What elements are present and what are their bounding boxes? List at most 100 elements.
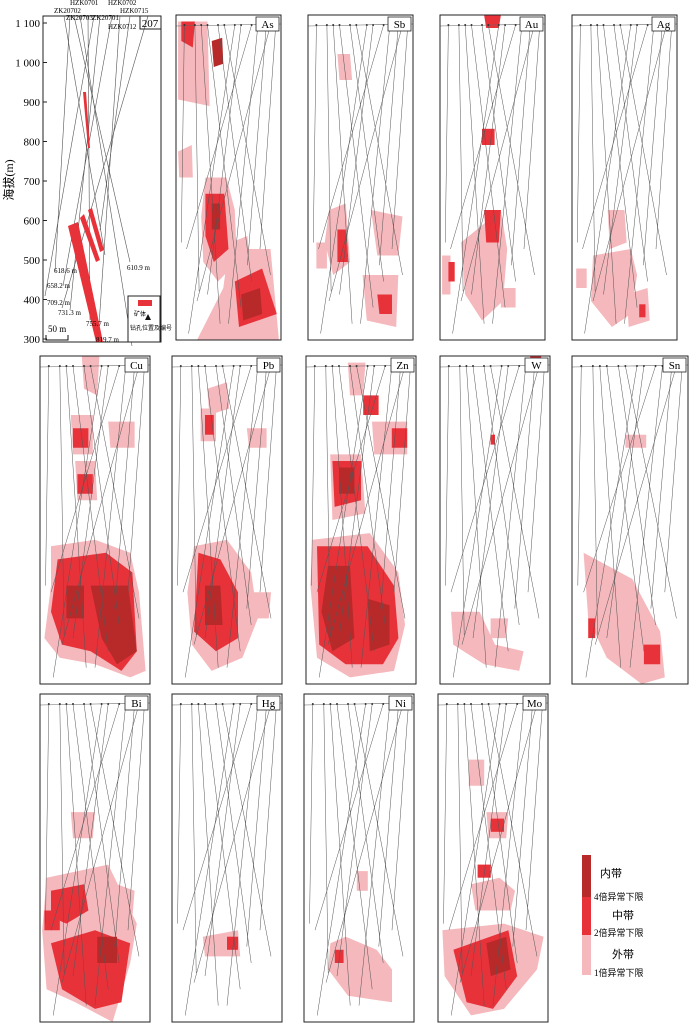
drill-hole-trace <box>464 24 485 324</box>
collar-point <box>372 24 375 26</box>
middle-zone <box>484 15 501 28</box>
collar-point <box>100 365 103 367</box>
middle-zone <box>227 936 238 950</box>
collar-point <box>382 703 385 705</box>
drill-hole-trace <box>226 365 259 668</box>
drill-hole-trace <box>490 365 540 619</box>
drill-hole-trace <box>50 365 120 593</box>
scale-bar: 50 m <box>45 324 69 341</box>
drill-hole-trace <box>643 24 663 266</box>
outer-zone <box>576 268 587 288</box>
drill-hole-trace <box>452 24 500 334</box>
drill-hole-trace <box>327 365 406 645</box>
panel-frame <box>39 693 151 1023</box>
collar-point <box>349 365 351 367</box>
collar-point <box>190 365 193 367</box>
collar-point <box>514 24 517 26</box>
element-label-box <box>388 695 413 711</box>
element-panel-zn: Zn <box>305 355 417 685</box>
drill-hole-trace <box>54 15 71 273</box>
drill-hole-trace <box>188 24 236 334</box>
collar-point <box>233 24 236 26</box>
drill-hole-trace <box>450 703 500 1016</box>
collar-point <box>315 24 318 26</box>
element-label-box <box>519 16 544 32</box>
drill-hole-trace <box>592 24 667 302</box>
hole-depth-label: 755.7 m <box>86 320 110 328</box>
drill-hole-trace <box>184 703 234 1016</box>
middle-zone <box>588 618 596 639</box>
drill-hole-trace <box>596 24 617 324</box>
collar-point <box>500 365 503 367</box>
drill-hole-trace <box>97 15 121 341</box>
outer-zone <box>249 592 271 619</box>
drill-hole-trace <box>181 24 185 243</box>
collar-point <box>107 703 110 705</box>
collar-point <box>605 365 608 367</box>
element-panel-bi: Bi <box>39 693 151 1023</box>
drill-hole-trace <box>191 365 197 635</box>
element-label-box <box>124 695 149 711</box>
collar-point <box>458 365 461 367</box>
y-tick-label: 1 100 <box>15 18 40 30</box>
drill-hole-trace <box>393 365 411 593</box>
drill-hole-trace <box>525 703 543 931</box>
collar-point <box>483 365 485 367</box>
collar-point <box>580 365 583 367</box>
element-panel-pb: Pb <box>171 355 283 685</box>
middle-zone <box>44 910 60 931</box>
collar-point <box>58 703 61 705</box>
drill-hole-trace <box>45 365 50 586</box>
y-tick-label: 1 000 <box>15 58 40 70</box>
collar-point <box>83 703 85 705</box>
drill-hole-trace <box>613 24 648 282</box>
element-panel-hg: Hg <box>171 693 283 1023</box>
drill-hole-trace <box>45 703 50 924</box>
drill-hole-trace <box>629 365 663 668</box>
drill-hole-trace <box>527 365 545 593</box>
drill-hole-trace <box>259 365 277 593</box>
drill-hole-trace <box>83 365 120 625</box>
element-label-box <box>524 357 549 373</box>
collar-point <box>118 703 121 705</box>
outer-zone <box>626 288 650 327</box>
drill-hole-trace <box>339 24 374 308</box>
element-label: W <box>531 360 542 372</box>
drill-hole-trace <box>79 15 133 347</box>
outer-zone <box>81 356 100 396</box>
panel-frame <box>303 693 415 1023</box>
collar-point <box>598 365 601 367</box>
drill-hole-trace <box>583 365 656 593</box>
drill-hole-id: HZK0701 <box>70 0 99 7</box>
panel-frame <box>305 355 417 685</box>
middle-zone <box>448 262 455 282</box>
collar-point <box>47 365 50 367</box>
drill-hole-trace <box>66 365 87 668</box>
collar-point <box>100 703 103 705</box>
collar-point <box>382 24 385 26</box>
panel-frame <box>439 14 546 341</box>
drill-hole-trace <box>99 15 131 231</box>
collar-point <box>487 24 490 26</box>
drill-hole-trace <box>314 703 384 931</box>
collar-point <box>481 24 483 26</box>
drill-hole-trace <box>246 703 267 947</box>
drill-hole-trace <box>72 703 109 977</box>
drill-hole-trace <box>459 703 538 983</box>
middle-zone <box>337 229 348 262</box>
collar-point <box>355 24 358 26</box>
drill-hole-trace <box>356 24 403 276</box>
drill-hole-trace <box>471 24 506 295</box>
outer-zone <box>451 611 524 671</box>
drill-hole-trace <box>309 703 314 924</box>
collar-point <box>221 703 224 705</box>
collar-point <box>516 703 519 705</box>
drill-hole-trace <box>360 24 391 324</box>
drill-hole-trace <box>458 24 464 292</box>
collar-point <box>591 365 594 367</box>
drill-hole-trace <box>204 703 241 977</box>
collar-point <box>463 703 466 705</box>
drill-hole-trace <box>87 15 91 321</box>
collar-point <box>336 703 338 705</box>
hole-depth-label: 618.6 m <box>54 267 78 275</box>
